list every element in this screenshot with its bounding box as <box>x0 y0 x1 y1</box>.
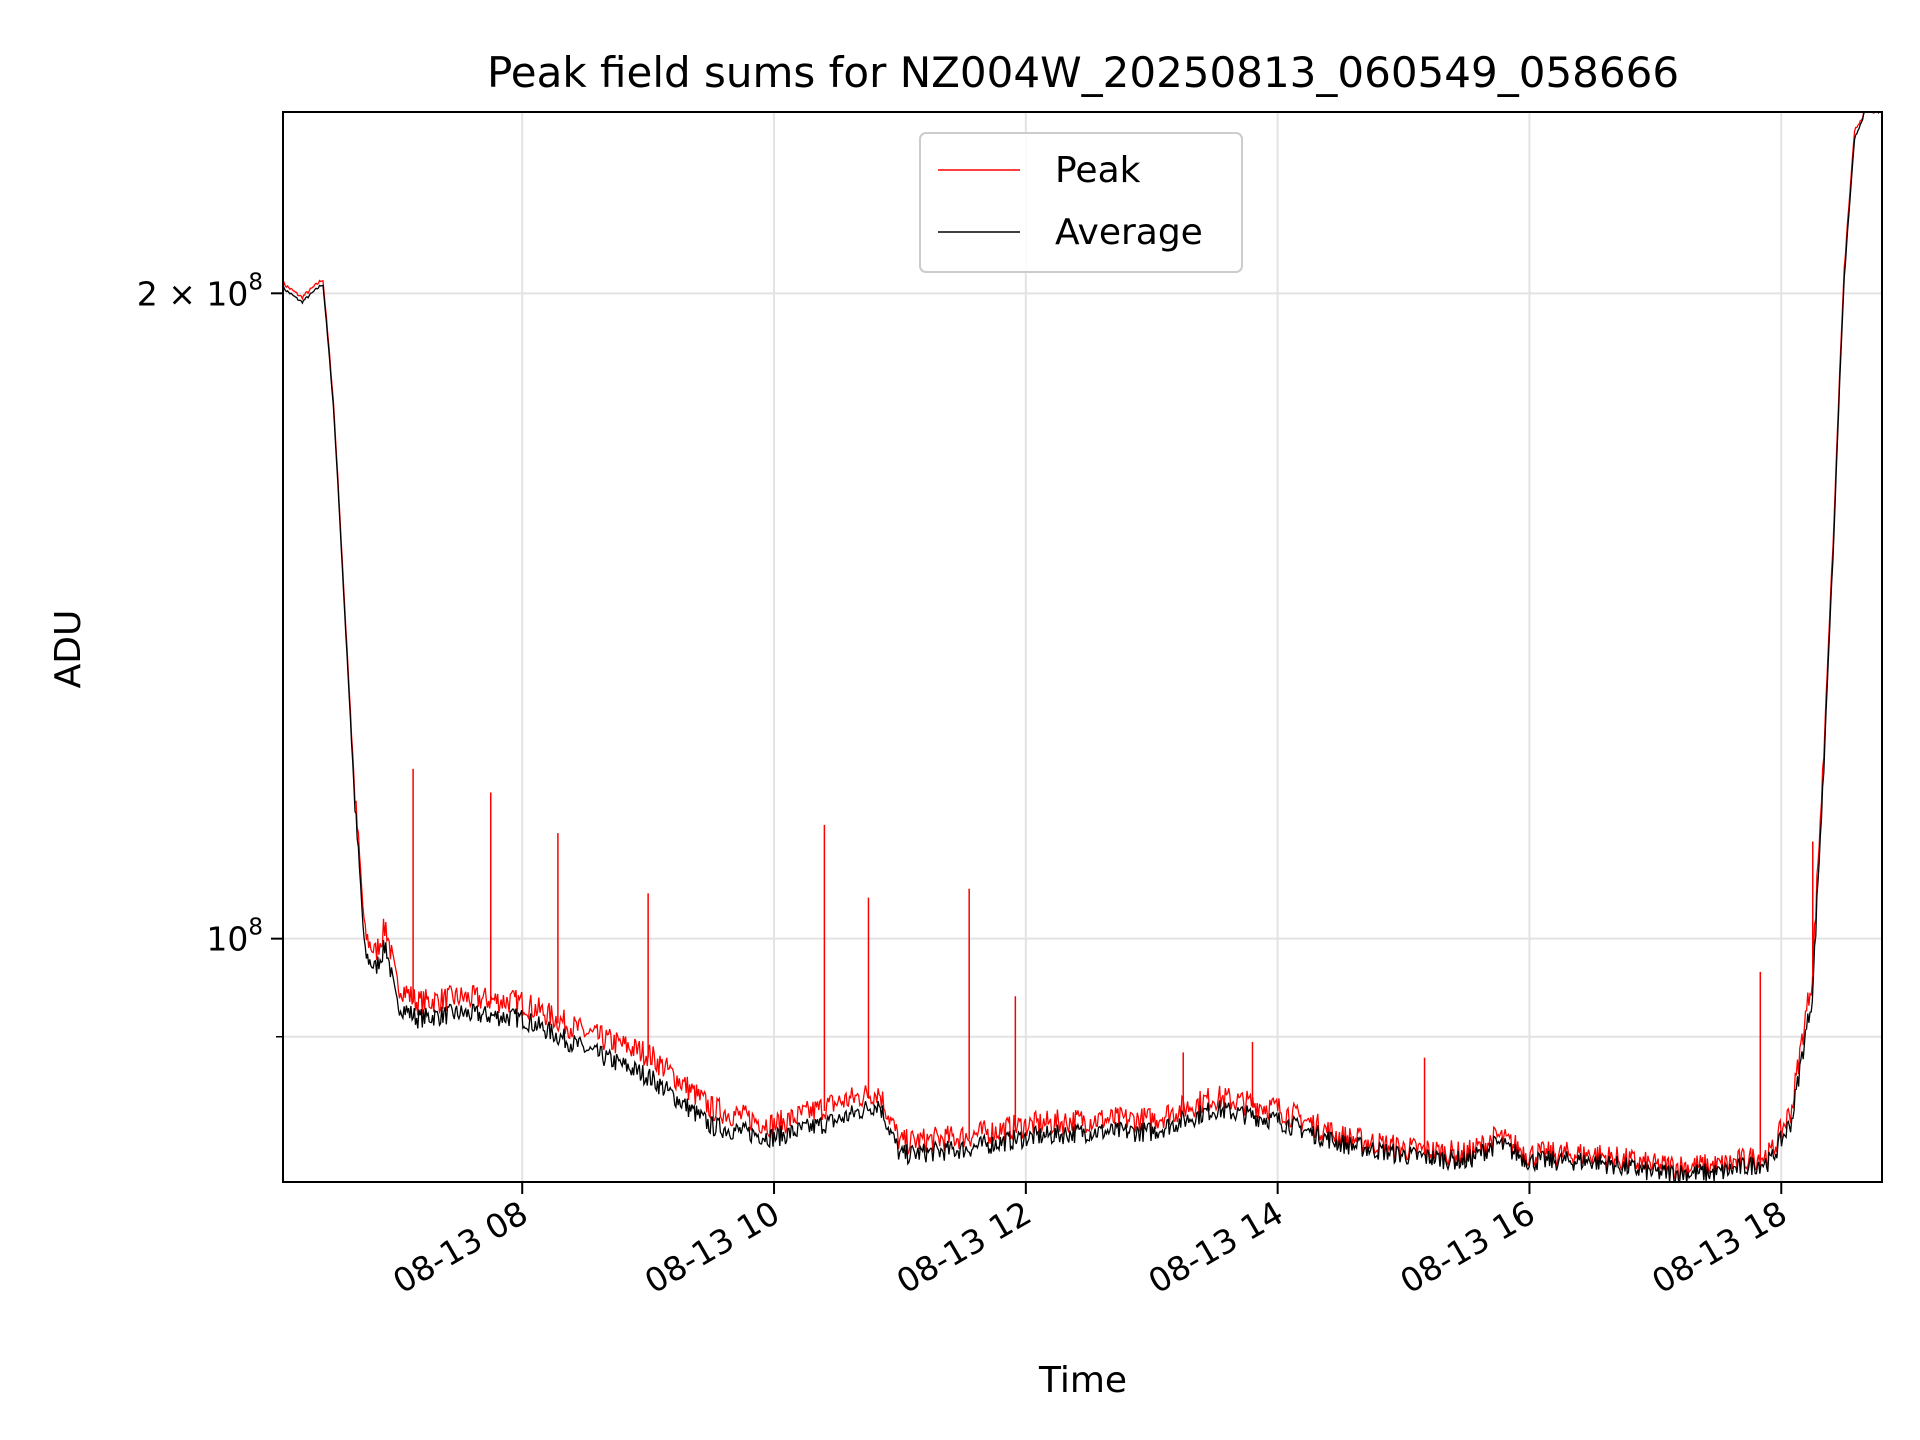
x-tick-label: 08-13 18 <box>1645 1193 1793 1301</box>
y-axis: 108 2 × 108 <box>137 269 283 1038</box>
legend-box <box>919 132 1243 273</box>
x-tick-label: 08-13 08 <box>386 1193 534 1301</box>
series-line-average <box>283 112 1882 1182</box>
plot-frame <box>282 111 1883 1183</box>
legend-label-peak: Peak <box>1055 150 1141 191</box>
grid <box>283 112 1882 1182</box>
y-tick-label: 2 × 108 <box>137 269 263 313</box>
x-axis-label: Time <box>1038 1360 1127 1401</box>
y-tick-label: 108 <box>206 915 263 959</box>
plot-area <box>283 112 1882 1182</box>
x-axis: 08-13 08 08-13 10 08-13 12 08-13 14 08-13 16… <box>386 1182 1793 1301</box>
y-axis-label: ADU <box>48 610 89 689</box>
legend-label-average: Average <box>1055 212 1203 253</box>
x-tick-label: 08-13 10 <box>638 1193 786 1301</box>
series-line-peak <box>283 112 1882 1180</box>
x-tick-label: 08-13 12 <box>890 1193 1038 1301</box>
x-tick-label: 08-13 14 <box>1142 1193 1290 1301</box>
chart-title: Peak field sums for NZ004W_20250813_0605… <box>487 48 1679 97</box>
x-tick-label: 08-13 16 <box>1393 1193 1541 1301</box>
series-layer <box>283 112 1882 1182</box>
legend: Peak Average <box>919 132 1243 273</box>
